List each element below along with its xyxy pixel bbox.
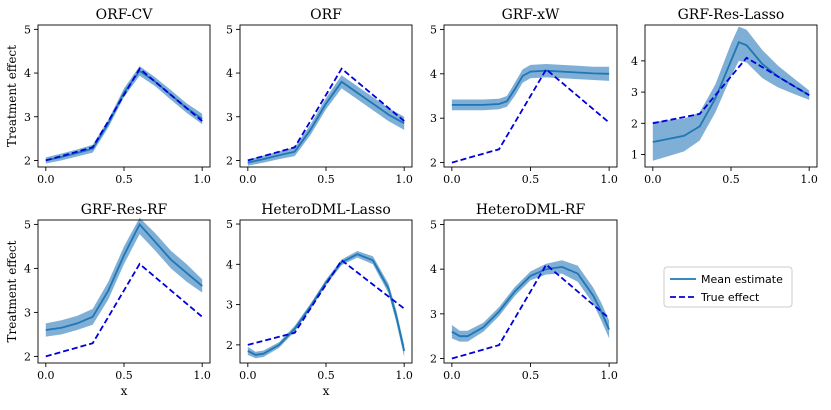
y-tick-label: 4	[226, 67, 233, 80]
y-tick-label: 4	[430, 263, 437, 276]
y-tick-label: 3	[24, 111, 31, 124]
confidence-band	[451, 260, 610, 342]
chart-panel: 0.0 0.5 1.0 2 3 4 5 GRF-xW	[430, 7, 618, 186]
x-tick-label: 0.0	[37, 369, 55, 382]
y-tick-label: 3	[226, 299, 233, 312]
confidence-band	[45, 217, 203, 337]
mean-estimate-line	[451, 69, 610, 106]
chart-title: ORF	[310, 7, 342, 23]
y-tick-label: 4	[430, 68, 437, 81]
x-tick-label: 1.0	[193, 173, 211, 186]
mean-estimate-line	[45, 222, 203, 331]
x-tick-label: 0.5	[115, 173, 133, 186]
y-tick-label: 2	[24, 154, 31, 167]
y-tick-label: 5	[430, 218, 437, 231]
y-tick-label: 4	[24, 262, 31, 275]
x-tick-label: 0.5	[522, 173, 540, 186]
legend-frame	[663, 266, 793, 308]
y-axis-label: Treatment effect	[5, 240, 19, 342]
y-tick-label: 2	[226, 339, 233, 352]
true-effect-line	[652, 56, 810, 125]
confidence-band	[652, 26, 810, 161]
y-tick-label: 3	[226, 111, 233, 124]
x-tick-label: 0.0	[239, 369, 257, 382]
y-axis-label: Treatment effect	[5, 45, 19, 147]
x-tick-label: 1.0	[395, 369, 413, 382]
y-tick-label: 2	[430, 353, 437, 366]
y-tick-label: 5	[24, 23, 31, 36]
chart-panel: 0.0 0.5 1.0 2 3 4 5 HeteroDML-Lasso x	[226, 202, 413, 398]
y-tick-label: 2	[24, 350, 31, 363]
chart-title: HeteroDML-Lasso	[261, 202, 391, 218]
x-axis-label: x	[121, 384, 128, 398]
axes-frame	[239, 219, 413, 364]
chart-panel: 0.0 0.5 1.0 1 2 3 4 GRF-Res-Lasso	[631, 7, 818, 186]
mean-estimate-line	[247, 253, 406, 356]
confidence-band	[45, 66, 203, 164]
true-effect-line	[247, 67, 405, 162]
y-tick-label: 1	[631, 149, 638, 162]
confidence-band	[247, 251, 405, 359]
true-effect-line	[45, 262, 203, 358]
mean-estimate-line	[652, 41, 810, 143]
x-tick-label: 0.0	[37, 173, 55, 186]
x-tick-label: 0.5	[522, 369, 540, 382]
chart-panel: 0.0 0.5 1.0 2 3 4 5 GRF-Res-RF x Treatment effect	[5, 202, 211, 398]
true-effect-line	[451, 263, 610, 360]
x-tick-label: 0.0	[644, 173, 662, 186]
x-tick-label: 1.0	[193, 369, 211, 382]
mean-estimate-line	[247, 80, 405, 164]
x-tick-label: 0.0	[239, 173, 257, 186]
y-tick-label: 3	[631, 86, 638, 99]
x-tick-label: 1.0	[600, 369, 618, 382]
chart-title: ORF-CV	[96, 7, 154, 23]
chart-title: GRF-xW	[502, 7, 560, 23]
y-tick-label: 4	[24, 67, 31, 80]
x-tick-label: 0.0	[443, 369, 461, 382]
mean-estimate-line	[45, 69, 203, 162]
x-axis-label: x	[323, 384, 330, 398]
y-tick-label: 5	[226, 23, 233, 36]
x-tick-label: 1.0	[800, 173, 818, 186]
chart-panel: 0.0 0.5 1.0 2 3 4 5 HeteroDML-RF	[430, 202, 618, 382]
true-effect-line	[45, 67, 203, 162]
mean-estimate-line	[451, 265, 610, 338]
y-tick-label: 3	[430, 112, 437, 125]
y-tick-label: 3	[430, 308, 437, 321]
y-tick-label: 2	[631, 117, 638, 130]
x-tick-label: 0.5	[722, 173, 740, 186]
chart-panel: 0.0 0.5 1.0 2 3 4 5 ORF-CV Treatment effect	[5, 7, 211, 186]
chart-panel: 0.0 0.5 1.0 2 3 4 5 ORF	[226, 7, 413, 186]
legend: Mean estimate True effect	[663, 266, 793, 308]
x-tick-label: 0.5	[317, 173, 335, 186]
x-tick-label: 0.5	[317, 369, 335, 382]
true-effect-line	[247, 258, 405, 346]
legend-true-label: True effect	[700, 291, 760, 304]
chart-title: GRF-Res-RF	[81, 202, 168, 218]
y-tick-label: 2	[430, 157, 437, 170]
y-tick-label: 5	[430, 23, 437, 36]
legend-mean-label: Mean estimate	[701, 273, 783, 286]
y-tick-label: 4	[226, 258, 233, 271]
x-tick-label: 0.5	[115, 369, 133, 382]
x-tick-label: 0.0	[443, 173, 461, 186]
true-effect-line	[451, 68, 610, 164]
x-tick-label: 1.0	[395, 173, 413, 186]
chart-title: GRF-Res-Lasso	[678, 7, 785, 23]
y-tick-label: 5	[24, 218, 31, 231]
y-tick-label: 2	[226, 154, 233, 167]
confidence-band	[247, 75, 405, 166]
chart-title: HeteroDML-RF	[476, 202, 586, 218]
y-tick-label: 5	[226, 218, 233, 231]
x-tick-label: 1.0	[600, 173, 618, 186]
y-tick-label: 4	[631, 55, 638, 68]
confidence-band	[451, 64, 610, 111]
y-tick-label: 3	[24, 306, 31, 319]
